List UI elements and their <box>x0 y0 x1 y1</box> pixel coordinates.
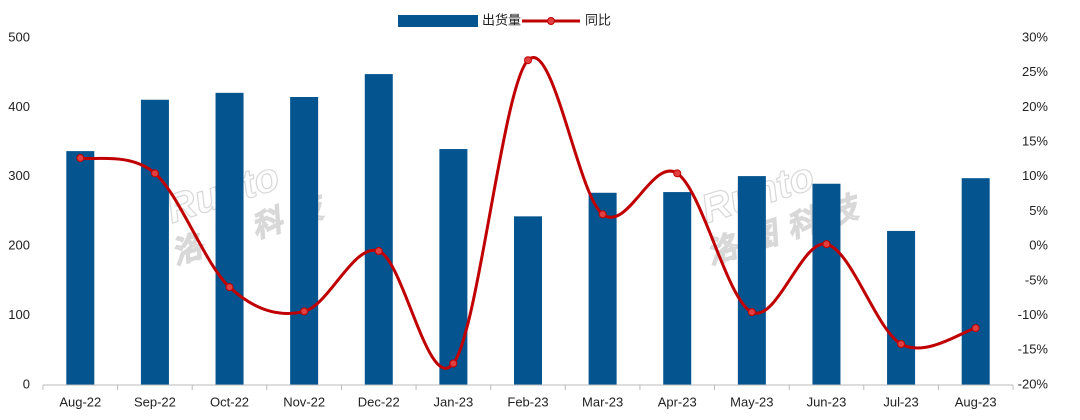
x-tick-label: Nov-22 <box>283 394 325 409</box>
y2-tick-label: -10% <box>1018 307 1049 322</box>
y-tick-label: 300 <box>8 168 30 183</box>
legend-label: 同比 <box>585 12 611 27</box>
x-tick-label: Feb-23 <box>507 394 548 409</box>
bar <box>737 176 766 385</box>
x-tick-label: May-23 <box>730 394 773 409</box>
bar <box>514 216 542 385</box>
y2-tick-label: -20% <box>1018 376 1049 391</box>
line-marker <box>673 169 682 178</box>
bar <box>812 183 841 385</box>
y2-tick-label: 0% <box>1029 238 1048 253</box>
x-tick-label: Apr-23 <box>658 394 697 409</box>
y-tick-label: 100 <box>8 307 30 322</box>
y-tick-label: 200 <box>8 238 30 253</box>
y-tick-label: 0 <box>23 376 30 391</box>
line-marker <box>822 240 831 249</box>
bar <box>215 92 244 386</box>
y2-tick-label: 25% <box>1022 64 1048 79</box>
x-tick-label: Jan-23 <box>434 394 474 409</box>
line-marker <box>225 283 234 292</box>
y2-tick-label: -5% <box>1025 272 1049 287</box>
legend-label: 出货量 <box>482 12 521 27</box>
legend-swatch <box>398 15 478 27</box>
line-marker <box>449 359 458 368</box>
line-marker <box>76 154 85 163</box>
y2-tick-label: 10% <box>1022 168 1048 183</box>
legend-swatch <box>547 17 555 25</box>
y2-tick-label: 5% <box>1029 203 1048 218</box>
x-tick-label: Jul-23 <box>883 394 918 409</box>
line-marker <box>747 308 756 317</box>
line-marker <box>897 340 906 349</box>
x-tick-label: Jun-23 <box>807 394 847 409</box>
x-tick-label: Sep-22 <box>134 394 176 409</box>
y2-tick-label: 30% <box>1022 29 1048 44</box>
line-marker <box>971 324 980 333</box>
line-marker <box>374 247 383 256</box>
x-tick-label: Mar-23 <box>582 394 623 409</box>
bar <box>290 96 319 386</box>
x-tick-label: Oct-22 <box>210 394 249 409</box>
y2-tick-label: 15% <box>1022 134 1048 149</box>
bar <box>588 192 617 385</box>
bar <box>140 99 169 386</box>
y-tick-label: 400 <box>8 99 30 114</box>
y2-tick-label: 20% <box>1022 99 1048 114</box>
bar <box>663 192 692 385</box>
line-marker <box>300 307 309 316</box>
line-marker <box>598 210 607 219</box>
bar <box>364 74 393 385</box>
bar <box>887 230 916 385</box>
y2-tick-label: -15% <box>1018 342 1049 357</box>
bar <box>66 151 95 385</box>
x-tick-label: Aug-23 <box>955 394 997 409</box>
line-marker <box>150 169 159 178</box>
line-marker <box>524 56 532 65</box>
bar <box>961 178 990 385</box>
bar <box>439 149 468 385</box>
x-tick-label: Dec-22 <box>358 394 400 409</box>
x-tick-label: Aug-22 <box>59 394 101 409</box>
y-tick-label: 500 <box>8 29 30 44</box>
